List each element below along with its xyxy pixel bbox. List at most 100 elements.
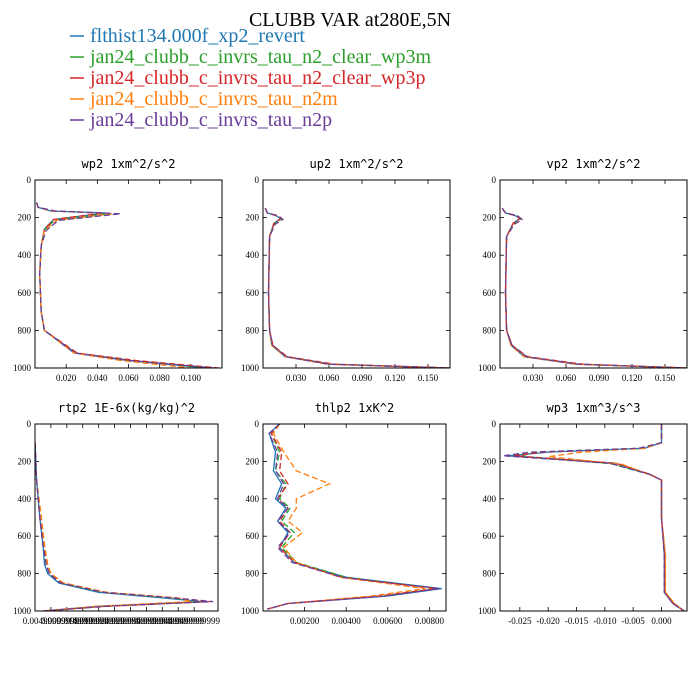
x-tick-label: 0.030 [523,373,544,383]
x-tick-label: 0.150 [655,373,676,383]
legend-item: jan24_clubb_c_invrs_tau_n2_clear_wp3p [70,67,425,89]
series-line-3 [264,207,450,368]
series-group [35,442,214,611]
legend-label: jan24_clubb_c_invrs_tau_n2_clear_wp3p [89,67,425,89]
panel-1: wp2 1xm^2/s^2 0 200 400 600 800 1000 0.020 0.040… [13,157,223,383]
panel-4: rtp2 1E-6x(kg/kg)^2020040060080010000.00… [13,401,221,626]
panel-3: vp2 1xm^2/s^2 0 200 400 600 800 1000 0.030 0.060… [478,157,688,383]
series-line-4 [264,207,450,368]
panel-title: rtp2 1E-6x(kg/kg)^2 [58,401,195,415]
x-tick-label: 0.150 [418,373,439,383]
x-tick-label: 0.0399999999 [136,616,188,626]
x-tick-label: 0.090 [589,373,610,383]
series-line-2 [264,207,450,368]
y-tick-label: 0 [255,419,260,429]
series-line-5 [501,207,687,368]
legend: flthist134.000f_xp2_revertjan24_clubb_c_… [70,25,431,131]
series-line-5 [267,424,440,610]
series-line-1 [267,424,442,610]
series-group [264,207,450,368]
panel-5: thlp2 1xK^2 0 200 400 600 800 1000 0.00200 0.004… [241,401,447,626]
y-tick-label: 400 [246,494,260,504]
y-tick-label: 0 [492,175,497,185]
y-tick-label: 1000 [478,606,497,616]
y-tick-label: 800 [18,569,32,579]
x-tick-label: 0.060 [319,373,340,383]
series-group [502,424,685,611]
panel-title: thlp2 1xK^2 [315,401,394,415]
panels: wp2 1xm^2/s^2 0 200 400 600 800 1000 0.020 0.040… [13,157,688,626]
y-tick-label: 1000 [241,363,260,373]
y-tick-label: 600 [18,288,32,298]
legend-item: jan24_clubb_c_invrs_tau_n2p [70,109,332,131]
y-tick-label: 600 [246,531,260,541]
legend-item: jan24_clubb_c_invrs_tau_n2m [70,88,338,110]
series-line-4 [35,442,192,611]
y-tick-label: 200 [483,456,497,466]
y-tick-label: 200 [18,456,32,466]
series-line-1 [35,442,203,611]
series-line-2 [35,442,207,611]
panel-title: vp2 1xm^2/s^2 [547,157,641,171]
y-tick-label: 0 [27,175,32,185]
x-tick-label: 0.00400 [332,616,362,626]
series-line-4 [267,424,426,610]
y-tick-label: 1000 [13,363,32,373]
y-tick-label: 400 [18,250,32,260]
x-tick-label: -0.025 [508,616,532,626]
x-tick-label: 0.060 [556,373,577,383]
x-tick-label: 0.00600 [373,616,403,626]
legend-label: jan24_clubb_c_invrs_tau_n2_clear_wp3m [89,46,431,68]
x-tick-label: 0.0299999999 [105,616,157,626]
x-tick-label: -0.015 [565,616,589,626]
series-line-3 [35,442,211,611]
y-tick-label: 0 [492,419,497,429]
x-tick-label: 0.0199999999 [73,616,125,626]
series-line-5 [502,424,685,611]
legend-label: jan24_clubb_c_invrs_tau_n2m [89,88,338,110]
legend-item: jan24_clubb_c_invrs_tau_n2_clear_wp3m [70,46,431,68]
plot-frame [499,423,688,612]
y-tick-label: 1000 [13,606,32,616]
series-line-4 [35,202,191,368]
y-tick-label: 200 [483,213,497,223]
y-tick-label: 600 [483,531,497,541]
x-tick-label: 0.0099999999 [41,616,93,626]
x-tick-label: 0.090 [352,373,373,383]
y-tick-label: 400 [18,494,32,504]
series-line-2 [267,424,438,610]
series-group [35,202,219,368]
series-line-3 [35,202,219,368]
panel-6: wp3 1xm^3/s^3 0 200 400 600 800 1000 -0.025 -0.0… [478,401,688,626]
series-group [267,424,442,610]
x-tick-label: 0.0499999999 [168,616,220,626]
plot-frame [262,423,447,612]
x-tick-label: 0.0249999999 [89,616,141,626]
y-tick-label: 400 [483,250,497,260]
y-tick-label: 800 [18,325,32,335]
y-tick-label: 200 [18,213,32,223]
y-tick-label: 200 [246,213,260,223]
series-line-1 [501,207,687,368]
x-tick-label: 0.00800 [415,616,445,626]
x-tick-label: 0.120 [385,373,406,383]
plot-frame [499,179,688,369]
y-tick-label: 600 [246,288,260,298]
x-tick-label: -0.010 [593,616,617,626]
series-line-2 [501,207,687,368]
x-tick-label: 0.060 [118,373,139,383]
y-tick-label: 200 [246,456,260,466]
series-line-3 [514,424,685,611]
series-group [501,207,687,368]
series-line-1 [264,207,450,368]
legend-item: flthist134.000f_xp2_revert [70,25,305,47]
x-tick-label: 0.0149999999 [57,616,109,626]
plot-frame [34,423,219,612]
series-line-3 [267,424,436,610]
x-tick-label: 0.000 [651,616,672,626]
y-tick-label: 0 [27,419,32,429]
y-tick-label: 1000 [241,606,260,616]
legend-label: jan24_clubb_c_invrs_tau_n2p [89,109,332,131]
panel-title: wp2 1xm^2/s^2 [82,157,176,171]
